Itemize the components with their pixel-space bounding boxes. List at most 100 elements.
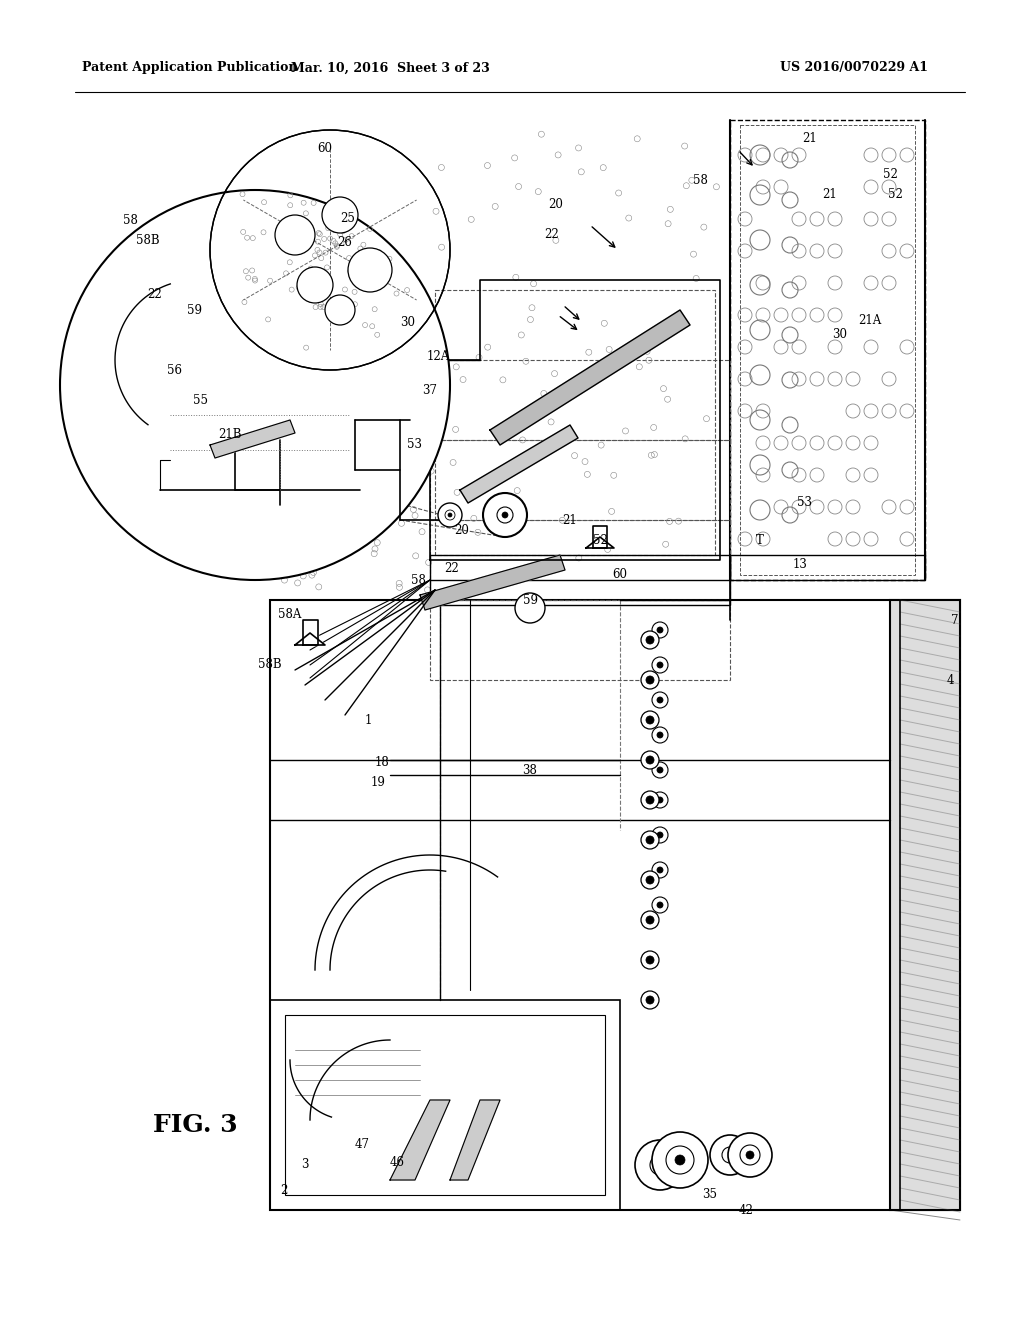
Circle shape bbox=[646, 756, 654, 764]
Circle shape bbox=[728, 1133, 772, 1177]
Bar bbox=[430, 601, 730, 680]
Circle shape bbox=[710, 1135, 750, 1175]
Text: 59: 59 bbox=[187, 304, 203, 317]
Bar bbox=[430, 520, 730, 601]
Circle shape bbox=[646, 916, 654, 924]
Text: 19: 19 bbox=[371, 776, 385, 788]
Text: 7: 7 bbox=[951, 614, 958, 627]
Circle shape bbox=[652, 792, 668, 808]
Bar bbox=[430, 360, 730, 440]
Text: 30: 30 bbox=[400, 317, 416, 330]
Circle shape bbox=[297, 267, 333, 304]
Circle shape bbox=[740, 1144, 760, 1166]
Polygon shape bbox=[210, 420, 295, 458]
Text: T: T bbox=[756, 533, 764, 546]
Circle shape bbox=[657, 627, 663, 634]
Text: 47: 47 bbox=[354, 1138, 370, 1151]
Circle shape bbox=[275, 215, 315, 255]
Text: 53: 53 bbox=[798, 496, 812, 510]
Text: 13: 13 bbox=[793, 558, 808, 572]
Text: 60: 60 bbox=[317, 141, 333, 154]
Bar bbox=[270, 601, 961, 1210]
Circle shape bbox=[438, 503, 462, 527]
Bar bbox=[730, 120, 925, 579]
Circle shape bbox=[652, 898, 668, 913]
Text: 58: 58 bbox=[411, 573, 425, 586]
Circle shape bbox=[652, 828, 668, 843]
Text: 25: 25 bbox=[341, 211, 355, 224]
Polygon shape bbox=[302, 620, 317, 645]
Circle shape bbox=[646, 876, 654, 884]
Circle shape bbox=[641, 711, 659, 729]
Polygon shape bbox=[295, 634, 325, 645]
Circle shape bbox=[652, 862, 668, 878]
Circle shape bbox=[445, 510, 455, 520]
Bar bbox=[430, 440, 730, 520]
Text: Mar. 10, 2016  Sheet 3 of 23: Mar. 10, 2016 Sheet 3 of 23 bbox=[291, 62, 489, 74]
Text: 53: 53 bbox=[408, 438, 423, 451]
Circle shape bbox=[746, 1151, 754, 1159]
Text: 52: 52 bbox=[593, 533, 607, 546]
Circle shape bbox=[666, 1146, 694, 1173]
Circle shape bbox=[641, 751, 659, 770]
Text: 12A: 12A bbox=[426, 350, 450, 363]
Circle shape bbox=[657, 902, 663, 908]
Circle shape bbox=[657, 733, 663, 738]
Polygon shape bbox=[586, 537, 614, 548]
Circle shape bbox=[348, 248, 392, 292]
Circle shape bbox=[449, 513, 452, 517]
Circle shape bbox=[675, 1155, 685, 1166]
Circle shape bbox=[657, 767, 663, 774]
Text: 22: 22 bbox=[444, 561, 460, 574]
Text: 59: 59 bbox=[522, 594, 538, 606]
Circle shape bbox=[641, 791, 659, 809]
Text: Patent Application Publication: Patent Application Publication bbox=[82, 62, 298, 74]
Circle shape bbox=[652, 657, 668, 673]
Bar bbox=[270, 1001, 620, 1210]
Text: 58B: 58B bbox=[258, 659, 282, 672]
Circle shape bbox=[657, 832, 663, 838]
Circle shape bbox=[641, 911, 659, 929]
Text: 52: 52 bbox=[883, 169, 897, 181]
Bar bbox=[900, 601, 961, 1210]
Text: 2: 2 bbox=[281, 1184, 288, 1196]
Text: 22: 22 bbox=[147, 289, 163, 301]
Circle shape bbox=[657, 663, 663, 668]
Circle shape bbox=[646, 676, 654, 684]
Bar bbox=[430, 554, 730, 605]
Text: 52: 52 bbox=[888, 189, 902, 202]
Text: 60: 60 bbox=[612, 569, 628, 582]
Circle shape bbox=[641, 991, 659, 1008]
Text: 37: 37 bbox=[423, 384, 437, 396]
Text: 35: 35 bbox=[702, 1188, 718, 1201]
Circle shape bbox=[325, 294, 355, 325]
Polygon shape bbox=[390, 1100, 450, 1180]
Polygon shape bbox=[460, 425, 578, 503]
Text: 58: 58 bbox=[692, 173, 708, 186]
Text: 46: 46 bbox=[389, 1155, 404, 1168]
Circle shape bbox=[657, 797, 663, 803]
Circle shape bbox=[657, 867, 663, 873]
Circle shape bbox=[652, 762, 668, 777]
Text: 21B: 21B bbox=[218, 429, 242, 441]
Text: 3: 3 bbox=[301, 1159, 309, 1172]
Polygon shape bbox=[450, 1100, 500, 1180]
Bar bbox=[740, 125, 915, 576]
Text: 21: 21 bbox=[803, 132, 817, 144]
Circle shape bbox=[515, 593, 545, 623]
Text: 42: 42 bbox=[738, 1204, 754, 1217]
Text: 20: 20 bbox=[455, 524, 469, 536]
Circle shape bbox=[60, 190, 450, 579]
Circle shape bbox=[641, 832, 659, 849]
Circle shape bbox=[652, 692, 668, 708]
Text: 56: 56 bbox=[168, 363, 182, 376]
Polygon shape bbox=[490, 310, 690, 445]
Text: US 2016/0070229 A1: US 2016/0070229 A1 bbox=[780, 62, 928, 74]
Circle shape bbox=[641, 950, 659, 969]
Text: FIG. 3: FIG. 3 bbox=[153, 1113, 238, 1137]
Circle shape bbox=[657, 697, 663, 704]
Text: 1: 1 bbox=[365, 714, 372, 726]
Circle shape bbox=[483, 492, 527, 537]
Circle shape bbox=[635, 1140, 685, 1191]
Circle shape bbox=[646, 836, 654, 843]
